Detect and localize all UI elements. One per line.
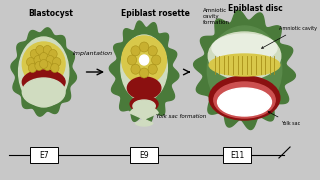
- Polygon shape: [109, 21, 179, 123]
- Circle shape: [148, 46, 157, 56]
- Text: Amniotic cavity: Amniotic cavity: [261, 26, 317, 48]
- Ellipse shape: [22, 70, 65, 94]
- FancyBboxPatch shape: [130, 147, 158, 163]
- Ellipse shape: [209, 76, 280, 120]
- Text: Epiblast disc: Epiblast disc: [228, 4, 283, 13]
- Circle shape: [140, 42, 149, 52]
- Ellipse shape: [208, 32, 281, 80]
- Circle shape: [39, 60, 48, 69]
- Circle shape: [49, 50, 57, 59]
- Circle shape: [52, 57, 61, 66]
- Circle shape: [35, 62, 43, 71]
- Circle shape: [131, 64, 140, 74]
- Ellipse shape: [127, 77, 161, 99]
- Text: Blastocyst: Blastocyst: [28, 9, 73, 18]
- Ellipse shape: [212, 34, 277, 62]
- Circle shape: [39, 53, 48, 62]
- Ellipse shape: [121, 35, 167, 101]
- Ellipse shape: [218, 88, 271, 116]
- Circle shape: [148, 64, 157, 74]
- Circle shape: [28, 64, 37, 73]
- Circle shape: [36, 46, 44, 55]
- Circle shape: [51, 64, 59, 73]
- Circle shape: [140, 68, 149, 78]
- Ellipse shape: [22, 42, 65, 86]
- Ellipse shape: [207, 26, 282, 114]
- Polygon shape: [194, 10, 295, 130]
- Ellipse shape: [214, 82, 275, 118]
- Text: E7: E7: [39, 150, 49, 159]
- Circle shape: [140, 55, 149, 65]
- FancyBboxPatch shape: [30, 147, 58, 163]
- Text: E9: E9: [139, 150, 149, 159]
- Circle shape: [43, 62, 52, 71]
- Ellipse shape: [133, 100, 155, 112]
- Text: Yolk sac: Yolk sac: [268, 112, 300, 126]
- Circle shape: [34, 55, 42, 64]
- Ellipse shape: [209, 54, 280, 76]
- Text: Amniotic
cavity
formation: Amniotic cavity formation: [203, 8, 230, 25]
- Circle shape: [122, 36, 166, 84]
- Circle shape: [27, 57, 35, 66]
- Circle shape: [127, 55, 137, 65]
- Circle shape: [152, 55, 161, 65]
- FancyBboxPatch shape: [223, 147, 251, 163]
- Text: E11: E11: [230, 150, 244, 159]
- Text: Epiblast rosette: Epiblast rosette: [121, 9, 190, 18]
- Circle shape: [131, 46, 140, 56]
- Text: Implantation: Implantation: [73, 51, 113, 56]
- Text: Yolk sac formation: Yolk sac formation: [156, 114, 206, 119]
- Polygon shape: [11, 28, 76, 116]
- Ellipse shape: [19, 37, 69, 107]
- Ellipse shape: [22, 78, 65, 106]
- Circle shape: [43, 46, 52, 55]
- Circle shape: [46, 55, 54, 64]
- Polygon shape: [130, 106, 158, 126]
- Ellipse shape: [130, 96, 158, 112]
- Circle shape: [30, 50, 39, 59]
